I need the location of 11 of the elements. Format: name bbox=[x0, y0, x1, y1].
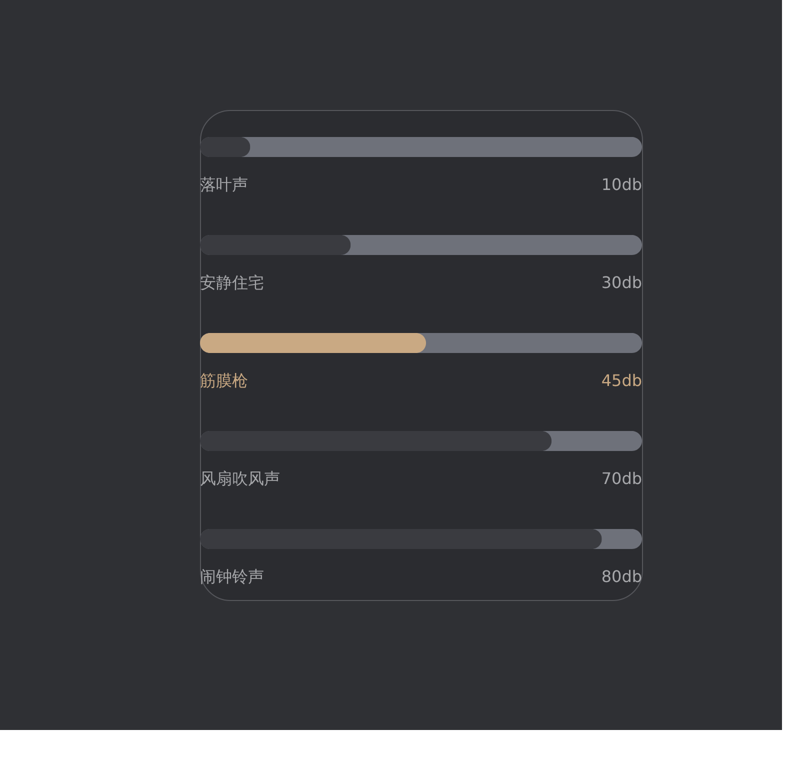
y-tick-label: 落叶声 bbox=[200, 175, 248, 194]
y-tick-label: 筋膜枪 bbox=[200, 371, 248, 390]
data-label: 45db bbox=[601, 371, 642, 390]
bar bbox=[200, 137, 250, 157]
y-tick-label: 闹钟铃声 bbox=[200, 567, 264, 586]
data-label: 30db bbox=[601, 273, 642, 292]
y-tick-label: 风扇吹风声 bbox=[200, 469, 280, 488]
data-label: 70db bbox=[601, 469, 642, 488]
data-label: 80db bbox=[601, 567, 642, 586]
y-tick-label: 安静住宅 bbox=[200, 273, 264, 292]
data-label: 10db bbox=[601, 175, 642, 194]
